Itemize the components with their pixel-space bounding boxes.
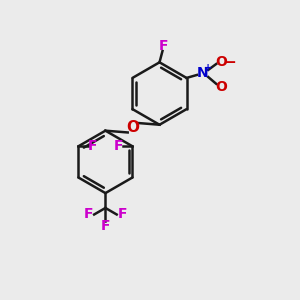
Text: F: F xyxy=(84,208,94,221)
Text: −: − xyxy=(223,55,236,70)
Text: N: N xyxy=(197,67,209,80)
Text: F: F xyxy=(117,208,127,221)
Text: F: F xyxy=(113,139,123,153)
Text: F: F xyxy=(88,139,98,153)
Text: O: O xyxy=(215,55,227,69)
Text: +: + xyxy=(204,62,212,73)
Text: O: O xyxy=(126,120,139,135)
Text: O: O xyxy=(215,80,227,94)
Text: F: F xyxy=(101,219,110,233)
Text: F: F xyxy=(158,39,168,53)
